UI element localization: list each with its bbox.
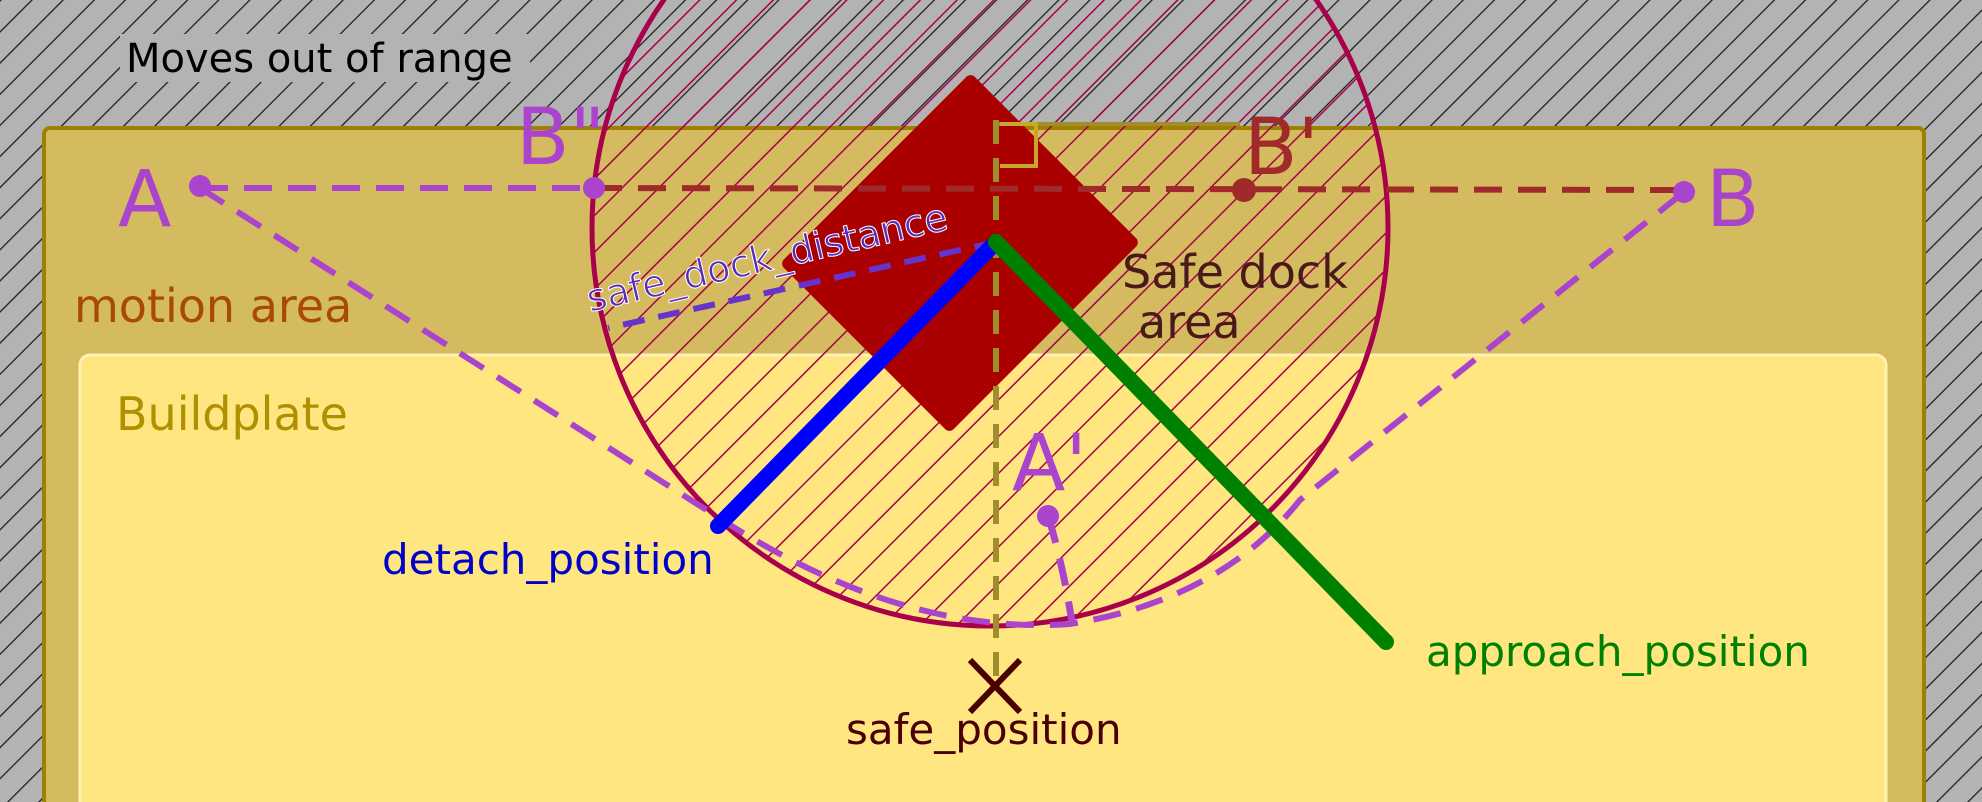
safe-dock-distance-line (607, 239, 997, 331)
safe-position-marker (967, 657, 1023, 715)
label-b-double-prime: B" (516, 93, 605, 183)
path-a-around-safe-area (198, 185, 1686, 629)
approach-arm (988, 234, 1394, 650)
label-b: B (1706, 155, 1760, 245)
safe-dock-area-label-line1: Safe dock (1122, 245, 1348, 299)
label-a-prime: A' (1012, 419, 1087, 509)
right-angle-marker (1000, 122, 1038, 168)
safe-position-label: safe_position (846, 705, 1122, 754)
point-b-double-prime (583, 177, 605, 199)
point-b (1673, 181, 1695, 203)
label-a: A (118, 155, 171, 245)
point-a (189, 175, 211, 197)
motion-area-label: motion area (74, 279, 352, 333)
out-of-range-label: Moves out of range (126, 36, 513, 82)
safe-dock-area-label-line2: area (1138, 295, 1241, 349)
point-a-prime (1037, 505, 1059, 527)
detach-position-label: detach_position (382, 535, 714, 584)
approach-position-label: approach_position (1426, 627, 1810, 676)
point-b-prime (1232, 178, 1256, 202)
buildplate-label: Buildplate (116, 387, 348, 441)
blocked-path-segment (593, 185, 1685, 193)
label-b-prime: B' (1244, 103, 1319, 193)
detach-arm (710, 234, 1004, 534)
out-of-range-label-bg (120, 34, 530, 82)
